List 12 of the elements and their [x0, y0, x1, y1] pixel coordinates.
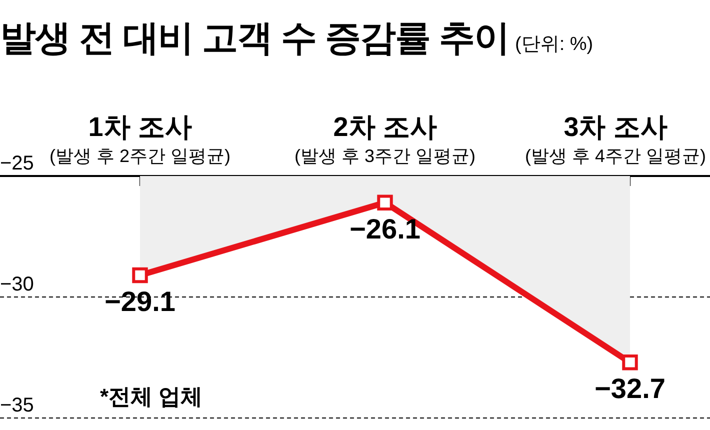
data-label: −32.7 [594, 373, 666, 404]
x-tick-label: 2차 조사 (발생 후 3주간 일평균) [294, 112, 476, 166]
data-label: −26.1 [350, 213, 420, 244]
data-label: −29.1 [104, 286, 176, 317]
y-tick-label: −35 [0, 394, 34, 417]
chart-title: 발생 전 대비 고객 수 증감률 추이 [0, 17, 510, 58]
y-tick-label: −30 [0, 274, 34, 296]
annotation: *전체 업체 [100, 384, 203, 409]
y-tick-label: −25 [0, 152, 34, 175]
x-tick-label: 3차 조사 (발생 후 4주간 일평균) [524, 112, 706, 166]
x-tick-label: 1차 조사 (발생 후 2주간 일평균) [49, 112, 231, 166]
chart-subtitle: (단위: %) [515, 34, 594, 55]
